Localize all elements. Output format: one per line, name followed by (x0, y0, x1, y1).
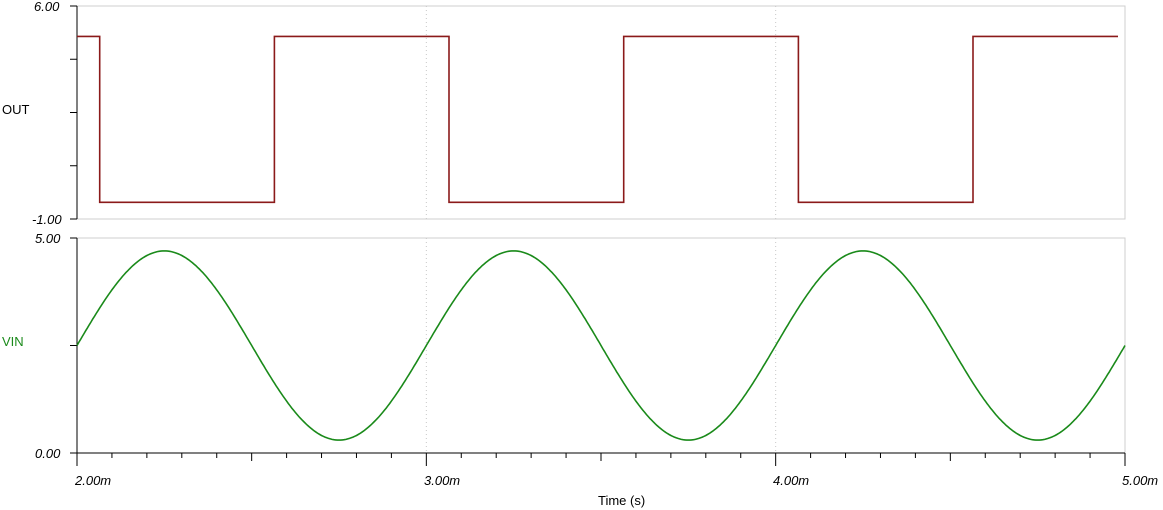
x-axis-title: Time (s) (598, 493, 645, 508)
out-series-label: OUT (2, 102, 30, 117)
x-ticks (76, 453, 1126, 466)
x-tick-label: 5.00m (1122, 473, 1158, 488)
x-tick-label: 3.00m (424, 473, 460, 488)
vin-y-ticks (70, 237, 77, 454)
out-y-max-label: 6.00 (34, 0, 60, 14)
vin-series-label: VIN (2, 334, 24, 349)
out-panel-frame (76, 5, 1126, 220)
vin-y-max-label: 5.00 (35, 231, 61, 246)
out-panel-grid (425, 6, 777, 219)
out-series-line (77, 35, 1118, 204)
out-y-ticks (70, 5, 77, 220)
out-y-min-label: -1.00 (32, 212, 62, 227)
x-tick-label: 4.00m (773, 473, 809, 488)
vin-series-line (76, 250, 1126, 441)
x-tick-label: 2.00m (74, 473, 111, 488)
vin-y-min-label: 0.00 (35, 446, 61, 461)
